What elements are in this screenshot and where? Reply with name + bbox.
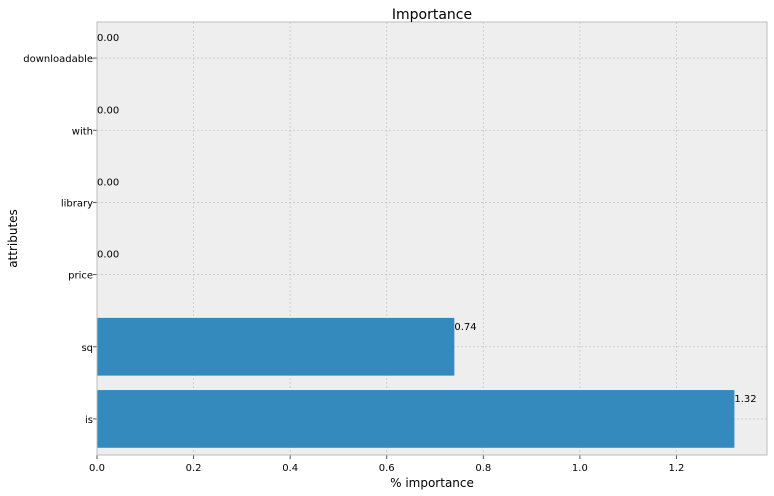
data-label-sq: 0.74 (454, 322, 476, 333)
chart-title: Importance (392, 7, 472, 23)
y-tick-label-price: price (68, 271, 93, 282)
data-label-library: 0.00 (97, 178, 119, 189)
x-tick-label: 1.2 (669, 463, 685, 474)
y-tick-label-is: is (85, 415, 93, 426)
plot-frame (96, 21, 768, 456)
data-label-price: 0.00 (97, 250, 119, 261)
y-tick-label-with: with (72, 126, 93, 137)
bar-is (97, 390, 735, 448)
x-tick-label: 0.2 (186, 463, 202, 474)
x-tick-label: 1.0 (572, 463, 588, 474)
data-label-downloadable: 0.00 (97, 33, 119, 44)
y-axis-label: attributes (6, 209, 20, 268)
x-tick-label: 0.6 (379, 463, 395, 474)
y-tick-label-downloadable: downloadable (23, 54, 93, 65)
plot-background (97, 22, 767, 455)
x-tick-label: 0.0 (89, 463, 105, 474)
data-labels: 1.32 0.74 0.00 0.00 0.00 0.00 (97, 33, 757, 405)
bar-sq (97, 317, 455, 376)
y-axis-ticks: is sq price library with downloadable (23, 54, 97, 426)
y-tick-label-sq: sq (81, 343, 93, 354)
y-tick-label-library: library (61, 198, 93, 209)
data-label-is: 1.32 (734, 394, 756, 405)
x-axis-ticks: 0.0 0.2 0.4 0.6 0.8 1.0 1.2 (89, 455, 684, 474)
bars (97, 317, 735, 448)
x-axis-label: % importance (390, 476, 474, 490)
x-tick-label: 0.8 (475, 463, 491, 474)
data-label-with: 0.00 (97, 105, 119, 116)
x-tick-label: 0.4 (282, 463, 298, 474)
